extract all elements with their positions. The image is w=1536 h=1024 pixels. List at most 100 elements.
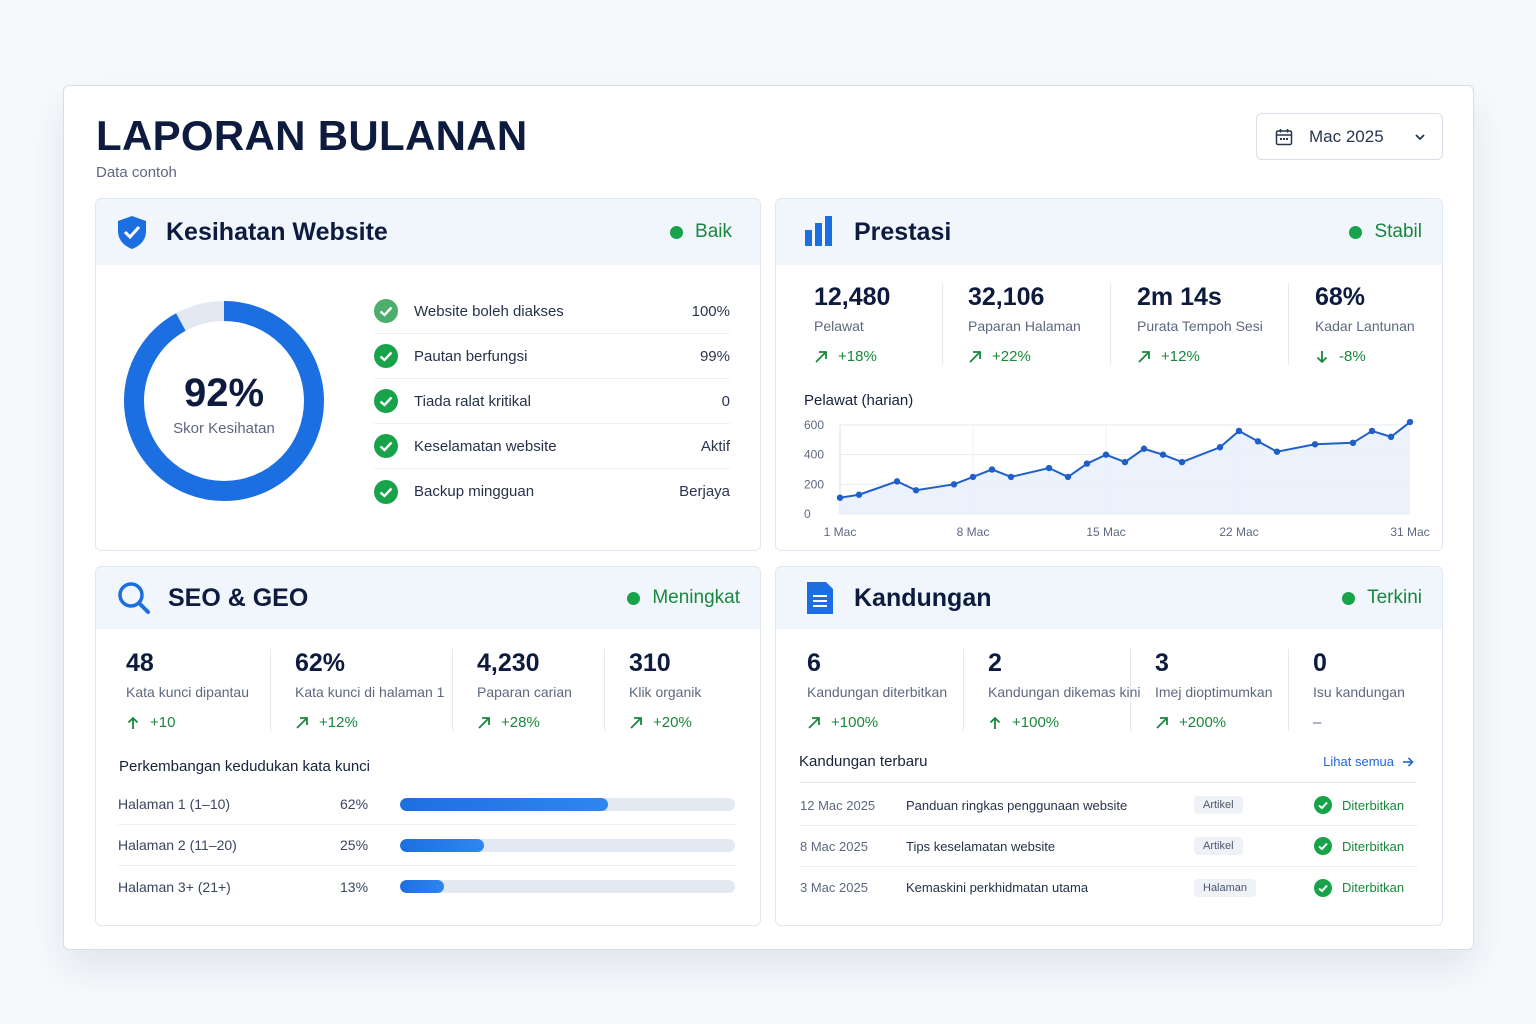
ranking-name: Halaman 3+ (21+) (118, 878, 231, 895)
donut-chart (124, 301, 324, 501)
month-label: Mac 2025 (1309, 126, 1384, 146)
content-status: Terkini (1342, 567, 1422, 629)
check-row: Tiada ralat kritikal 0 (374, 379, 730, 424)
performance-metrics: 12,480 Pelawat +18% 32,106 Paparan Halaman +… (814, 283, 1415, 365)
metric-delta: +12% (1137, 348, 1288, 365)
metric: 12,480 Pelawat +18% (814, 283, 943, 365)
content-metrics: 6 Kandungan diterbitkan +100% 2 Kandungan d… (807, 649, 1419, 731)
content-row[interactable]: 3 Mac 2025 Kemaskini perkhidmatan utama Ha… (800, 867, 1418, 908)
check-value: 99% (699, 347, 730, 365)
content-row[interactable]: 8 Mac 2025 Tips keselamatan website Artike… (800, 826, 1418, 867)
metric-delta: +200% (1155, 714, 1288, 731)
ranking-percent: 13% (340, 878, 369, 895)
metric-label: Pelawat (814, 318, 864, 334)
data-point (1045, 464, 1053, 472)
content-status-badge: Diterbitkan (1314, 878, 1405, 897)
status-dot (1342, 591, 1356, 605)
data-point (912, 487, 920, 494)
ranking-bar-fill (400, 838, 484, 852)
check-label: Website boleh diakses (414, 302, 564, 320)
metric-delta-value: – (1313, 714, 1322, 731)
metric-value: 48 (126, 649, 154, 677)
content-status-label: Diterbitkan (1342, 838, 1405, 854)
data-point (1406, 418, 1414, 426)
see-all-link[interactable]: Lihat semua (1323, 754, 1414, 769)
seo-card: SEO & GEO Meningkat 48 Kata kunci dipanta… (95, 566, 761, 926)
check-label: Pautan berfungsi (414, 347, 528, 365)
ranking-row: Halaman 3+ (21+) 13% (118, 866, 736, 907)
search-icon (118, 582, 150, 614)
data-point (988, 466, 996, 473)
metric-delta-value: -8% (1339, 348, 1366, 365)
metric-label: Klik organik (629, 684, 702, 700)
performance-card: Prestasi Stabil 12,480 Pelawat +18% 32,106… (775, 198, 1443, 551)
data-point (1178, 458, 1186, 466)
check-row: Website boleh diakses 100% (374, 289, 730, 334)
data-point (950, 481, 958, 488)
series-area (840, 422, 1410, 514)
metric-value: 62% (295, 649, 346, 677)
metric-delta-value: +100% (831, 714, 879, 731)
seo-status-label: Meningkat (652, 587, 740, 608)
content-row[interactable]: 12 Mac 2025 Panduan ringkas penggunaan we… (800, 785, 1418, 826)
check-row: Backup mingguan Berjaya (374, 469, 730, 514)
content-status-label: Diterbitkan (1342, 880, 1405, 895)
data-point (1368, 427, 1376, 435)
check-circle-icon (1314, 837, 1332, 855)
data-point (1102, 451, 1110, 458)
metric: 0 Isu kandungan – (1289, 649, 1419, 731)
arrow-up-right-icon (478, 716, 490, 729)
health-card-title: Kesihatan Website (166, 217, 388, 246)
metric-value: 12,480 (814, 283, 891, 311)
health-status-label: Baik (695, 221, 732, 242)
x-tick-label: 22 Mac (1219, 525, 1258, 539)
metric: 2m 14s Purata Tempoh Sesi +12% (1111, 283, 1289, 365)
y-tick-label: 0 (804, 507, 811, 521)
check-circle-icon (374, 389, 398, 413)
data-point (1235, 427, 1243, 435)
ranking-bar-fill (400, 797, 608, 811)
content-card: Kandungan Terkini 6 Kandungan diterbitkan… (775, 566, 1443, 926)
check-label: Keselamatan website (414, 437, 557, 455)
arrow-right-icon (1403, 756, 1414, 767)
metric-value: 310 (629, 649, 671, 677)
month-selector[interactable]: Mac 2025 (1256, 113, 1443, 160)
document-icon (807, 582, 833, 614)
data-point (1083, 460, 1091, 467)
check-circle-icon (1314, 796, 1332, 814)
metric-value: 32,106 (968, 283, 1045, 311)
metric-label: Isu kandungan (1313, 684, 1405, 700)
arrow-up-right-icon (815, 350, 827, 363)
seo-card-header: SEO & GEO Meningkat (96, 567, 760, 629)
seo-metrics: 48 Kata kunci dipantau +10 62% Kata kunci d… (126, 649, 735, 731)
data-point (1311, 441, 1319, 448)
performance-status: Stabil (1349, 199, 1422, 265)
metric-label: Paparan carian (477, 684, 572, 700)
status-dot (670, 225, 684, 239)
arrow-up-right-icon (808, 716, 820, 729)
check-circle-icon (374, 344, 398, 368)
check-circle-icon (1314, 878, 1332, 897)
data-point (1273, 448, 1281, 455)
content-status-badge: Diterbitkan (1314, 837, 1404, 855)
data-point (1064, 473, 1072, 481)
metric: 3 Imej dioptimumkan +200% (1131, 649, 1289, 731)
data-point (855, 491, 863, 498)
arrow-up-icon (989, 716, 1001, 729)
data-point (1387, 433, 1395, 441)
chart-label: Pelawat (harian) (804, 392, 914, 409)
content-title: Tips keselamatan website (906, 838, 1056, 854)
content-status-label: Terkini (1367, 587, 1422, 608)
check-circle-icon (374, 479, 398, 504)
metric-value: 3 (1155, 649, 1169, 677)
data-point (969, 473, 977, 481)
content-card-title: Kandungan (854, 583, 992, 612)
check-value: 0 (721, 392, 730, 410)
check-value: Berjaya (679, 483, 730, 500)
arrow-up-right-icon (969, 350, 981, 363)
metric-label: Kandungan dikemas kini (988, 684, 1141, 700)
check-label: Backup mingguan (414, 483, 535, 500)
metric-value: 6 (807, 649, 821, 677)
visitors-line-chart: 600 400 200 0 1 Mac 8 Mac 15 Mac 22 Mac 31 Mac (804, 418, 1430, 539)
metric-label: Imej dioptimumkan (1155, 684, 1273, 700)
